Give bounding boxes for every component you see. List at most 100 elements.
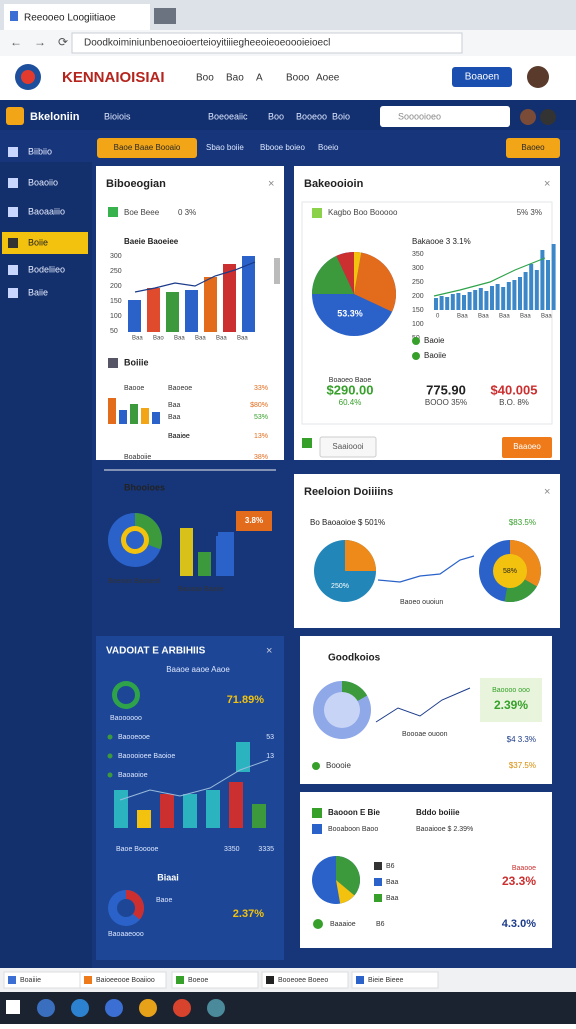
tab-icon[interactable] (8, 976, 16, 984)
sub-tab[interactable] (97, 138, 197, 158)
browser-tab[interactable] (4, 4, 150, 30)
pie-slice (336, 856, 361, 896)
legend-label: B6 (386, 863, 395, 870)
sidebar-item[interactable]: Boiie (28, 237, 48, 247)
topbar-menu[interactable]: Boio (332, 111, 350, 121)
y-tick-label: 300 (110, 253, 122, 260)
sub-button-label[interactable]: Baoeo (521, 143, 545, 152)
header-button-label[interactable]: Boaoen (465, 72, 499, 83)
topbar-menu[interactable]: Booeoo (296, 111, 327, 121)
topbar-logo (6, 107, 24, 125)
bar (434, 298, 438, 310)
bar (236, 742, 250, 772)
close-icon[interactable]: × (544, 486, 550, 498)
icon (312, 208, 322, 218)
search-box[interactable] (380, 106, 510, 127)
taskbar-app (71, 999, 89, 1017)
sub-tab-label[interactable]: Baoe Baae Booaio (114, 143, 181, 152)
legend-label: Baoie (424, 336, 445, 345)
pie-slice (354, 252, 396, 312)
row-label: Kagbo Boo Booooo (328, 208, 398, 217)
y-tick-label: 300 (412, 265, 424, 272)
y-tick-label: 250 (412, 279, 424, 286)
sub-tab-label[interactable]: Sbao boiie (206, 143, 244, 152)
sidebar-icon (8, 178, 18, 188)
close-icon[interactable]: × (268, 178, 274, 190)
button-label[interactable]: Saaioooi (332, 442, 363, 451)
sidebar-item[interactable]: Boaoiio (28, 177, 58, 187)
tab-icon[interactable] (176, 976, 184, 984)
sidebar-item[interactable]: Bodeliieo (28, 264, 65, 274)
task-tab[interactable] (261, 971, 349, 989)
trend-line (433, 257, 546, 297)
icon (313, 919, 323, 929)
tab-icon[interactable] (356, 976, 364, 984)
task-tab[interactable] (351, 971, 439, 989)
bar (478, 288, 483, 310)
bar (137, 810, 151, 828)
pie-label: 250% (331, 583, 349, 590)
bar (551, 244, 556, 310)
sidebar-item-active[interactable] (2, 232, 88, 254)
bar (218, 532, 234, 576)
header-nav[interactable]: Boo (196, 73, 214, 84)
bullet (107, 753, 113, 759)
button[interactable] (502, 437, 552, 458)
donut-hole (117, 899, 135, 917)
new-tab[interactable] (154, 8, 176, 24)
sidebar-item[interactable]: Baoaaiiio (28, 206, 65, 216)
list-cell: 33% (254, 385, 268, 392)
task-tab[interactable] (3, 971, 91, 989)
header-nav[interactable]: Bao (226, 73, 244, 84)
tab-icon[interactable] (84, 976, 92, 984)
task-tab-label[interactable]: Boeoe (188, 977, 208, 984)
button-label[interactable]: Baaoeo (513, 442, 541, 451)
search-placeholder[interactable]: Sooooioeo (398, 111, 441, 121)
task-tab-label[interactable]: Bieie Bieee (368, 977, 404, 984)
topbar-title: Bkeloniin (30, 111, 80, 123)
start-button[interactable] (6, 1000, 20, 1014)
sub-tab-label[interactable]: Bbooe boieo (260, 143, 305, 152)
list-cell: Baooe (124, 385, 144, 392)
topbar-menu[interactable]: Boeoeaiic (208, 111, 248, 121)
footer-value: 3350 (224, 846, 240, 853)
bar (128, 300, 141, 332)
footer-label: B6 (376, 921, 385, 928)
close-icon[interactable]: × (544, 178, 550, 190)
chart-title: Bakaooe 3 3.1% (412, 237, 471, 246)
kpi-value: 71.89% (227, 694, 265, 706)
tab-icon[interactable] (10, 11, 18, 21)
icon (520, 109, 536, 125)
header-nav[interactable]: Booo (286, 73, 310, 84)
legend-swatch (312, 762, 320, 770)
bar (484, 291, 489, 310)
stat-change: B.O. 8% (499, 398, 529, 407)
bar (445, 297, 450, 310)
header-button[interactable] (452, 67, 512, 87)
legend-label: Baoiie (424, 351, 447, 360)
list-cell: Boaboiie (124, 454, 151, 461)
tab-icon[interactable] (266, 976, 274, 984)
close-icon[interactable]: × (266, 645, 272, 657)
bar (450, 294, 455, 310)
y-tick-label: 150 (412, 307, 424, 314)
sidebar-item[interactable]: Baiie (28, 287, 48, 297)
header-nav[interactable]: Aoee (316, 73, 340, 84)
legend-swatch (412, 352, 420, 360)
sub-tab-label[interactable]: Boeio (318, 143, 339, 152)
topbar-menu[interactable]: Boo (268, 111, 284, 121)
header-nav[interactable]: A (256, 73, 263, 84)
bar (512, 280, 517, 310)
sidebar-item[interactable]: Biibiio (28, 146, 52, 156)
icon (117, 686, 135, 704)
task-tab[interactable] (79, 971, 167, 989)
task-tab-label[interactable]: Booeoee Boeeo (278, 977, 328, 984)
button[interactable] (319, 436, 377, 458)
sub-button[interactable] (506, 138, 560, 158)
trend-line (119, 759, 269, 801)
y-tick-label: 200 (110, 283, 122, 290)
task-tab[interactable] (171, 971, 259, 989)
topbar-menu[interactable]: Bioiois (104, 111, 131, 121)
task-tab-label[interactable]: Boaiiie (20, 977, 41, 984)
task-tab-label[interactable]: Baioeeooe Boaiioo (96, 977, 155, 984)
